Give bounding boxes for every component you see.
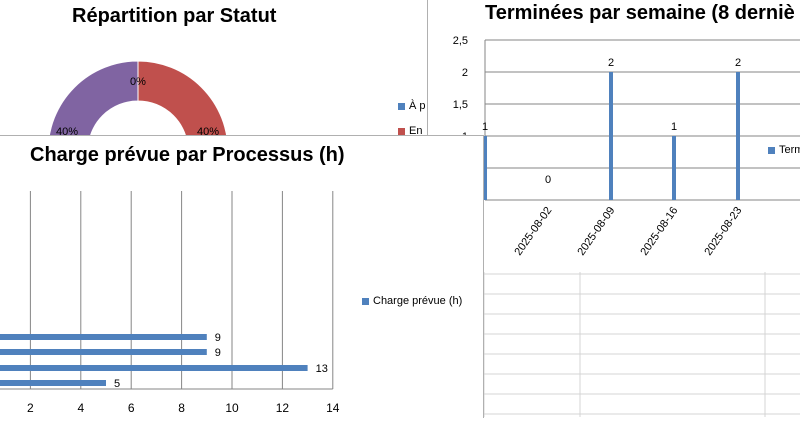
process-legend-label: Charge prévue (h) [373,295,463,307]
spreadsheet-gridlines [483,272,800,417]
weekly-xtick-5: 2025-08-23 [702,205,744,258]
weekly-bar-4 [672,136,676,200]
weekly-ytick-4: 2 [462,67,468,79]
weekly-bar-3 [609,72,613,200]
process-legend-item: Charge prévue (h) [362,295,462,307]
process-xtick-6: 12 [276,401,290,415]
process-data-label-2: 9 [215,347,221,359]
weekly-xtick-3: 2025-08-09 [575,205,617,258]
pie-legend-item-1: À p [398,100,426,112]
weekly-data-label-4: 1 [671,121,677,133]
pie-chart-title: Répartition par Statut [72,5,277,27]
weekly-data-label-1: 1 [482,121,488,133]
pie-legend-label-2: En [409,125,423,137]
pie-legend-swatch-2 [398,127,405,135]
process-xtick-1: 2 [27,401,34,415]
process-xtick-3: 6 [128,401,135,415]
process-data-label-3: 13 [316,363,328,375]
process-xtick-5: 10 [225,401,239,415]
pie-slice-label-3: 0% [130,76,146,88]
weekly-legend-swatch [768,146,775,154]
weekly-bar-1 [483,136,487,200]
process-legend-swatch [362,297,369,305]
pie-legend-swatch-1 [398,102,405,110]
process-bar-4 [0,380,106,386]
weekly-data-label-3: 2 [608,57,614,69]
process-bar-2 [0,349,207,355]
pie-legend-label-1: À p [409,100,426,112]
process-data-label-4: 5 [114,378,120,390]
weekly-legend-item: Term [768,144,800,156]
weekly-legend-label: Term [779,144,800,156]
process-bar-3 [0,365,308,371]
process-data-label-1: 9 [215,332,221,344]
weekly-bar-5 [736,72,740,200]
process-xtick-7: 14 [326,401,340,415]
pie-slice-2 [137,60,228,140]
process-xtick-4: 8 [178,401,185,415]
weekly-data-label-2: 0 [545,174,551,186]
process-bar-1 [0,334,207,340]
weekly-chart-panel[interactable]: Terminées par semaine (8 derniè 0,511,52… [427,0,800,272]
weekly-chart-title: Terminées par semaine (8 derniè [485,2,795,24]
process-chart-panel[interactable]: Charge prévue par Processus (h) 2 4 6 8 10 12… [0,135,484,418]
weekly-xtick-4: 2025-08-16 [638,205,680,258]
process-xtick-2: 4 [77,401,84,415]
spreadsheet-grid[interactable] [483,272,800,417]
weekly-ytick-5: 2,5 [453,35,468,47]
process-bar-chart: 2 4 6 8 10 12 14 9 9 13 5 [0,191,340,415]
pie-chart-panel[interactable]: Répartition par Statut 40% 40% 0% À p En [0,0,428,140]
pie-chart: 40% 40%0% [48,60,228,140]
pie-legend-item-2: En [398,125,422,137]
weekly-ytick-3: 1,5 [453,99,468,111]
weekly-xtick-2: 2025-08-02 [512,205,554,258]
weekly-bar-chart: 0,511,522,5102025-08-0222025-08-0912025-… [453,35,800,258]
weekly-data-label-5: 2 [735,57,741,69]
process-chart-title: Charge prévue par Processus (h) [30,144,345,166]
